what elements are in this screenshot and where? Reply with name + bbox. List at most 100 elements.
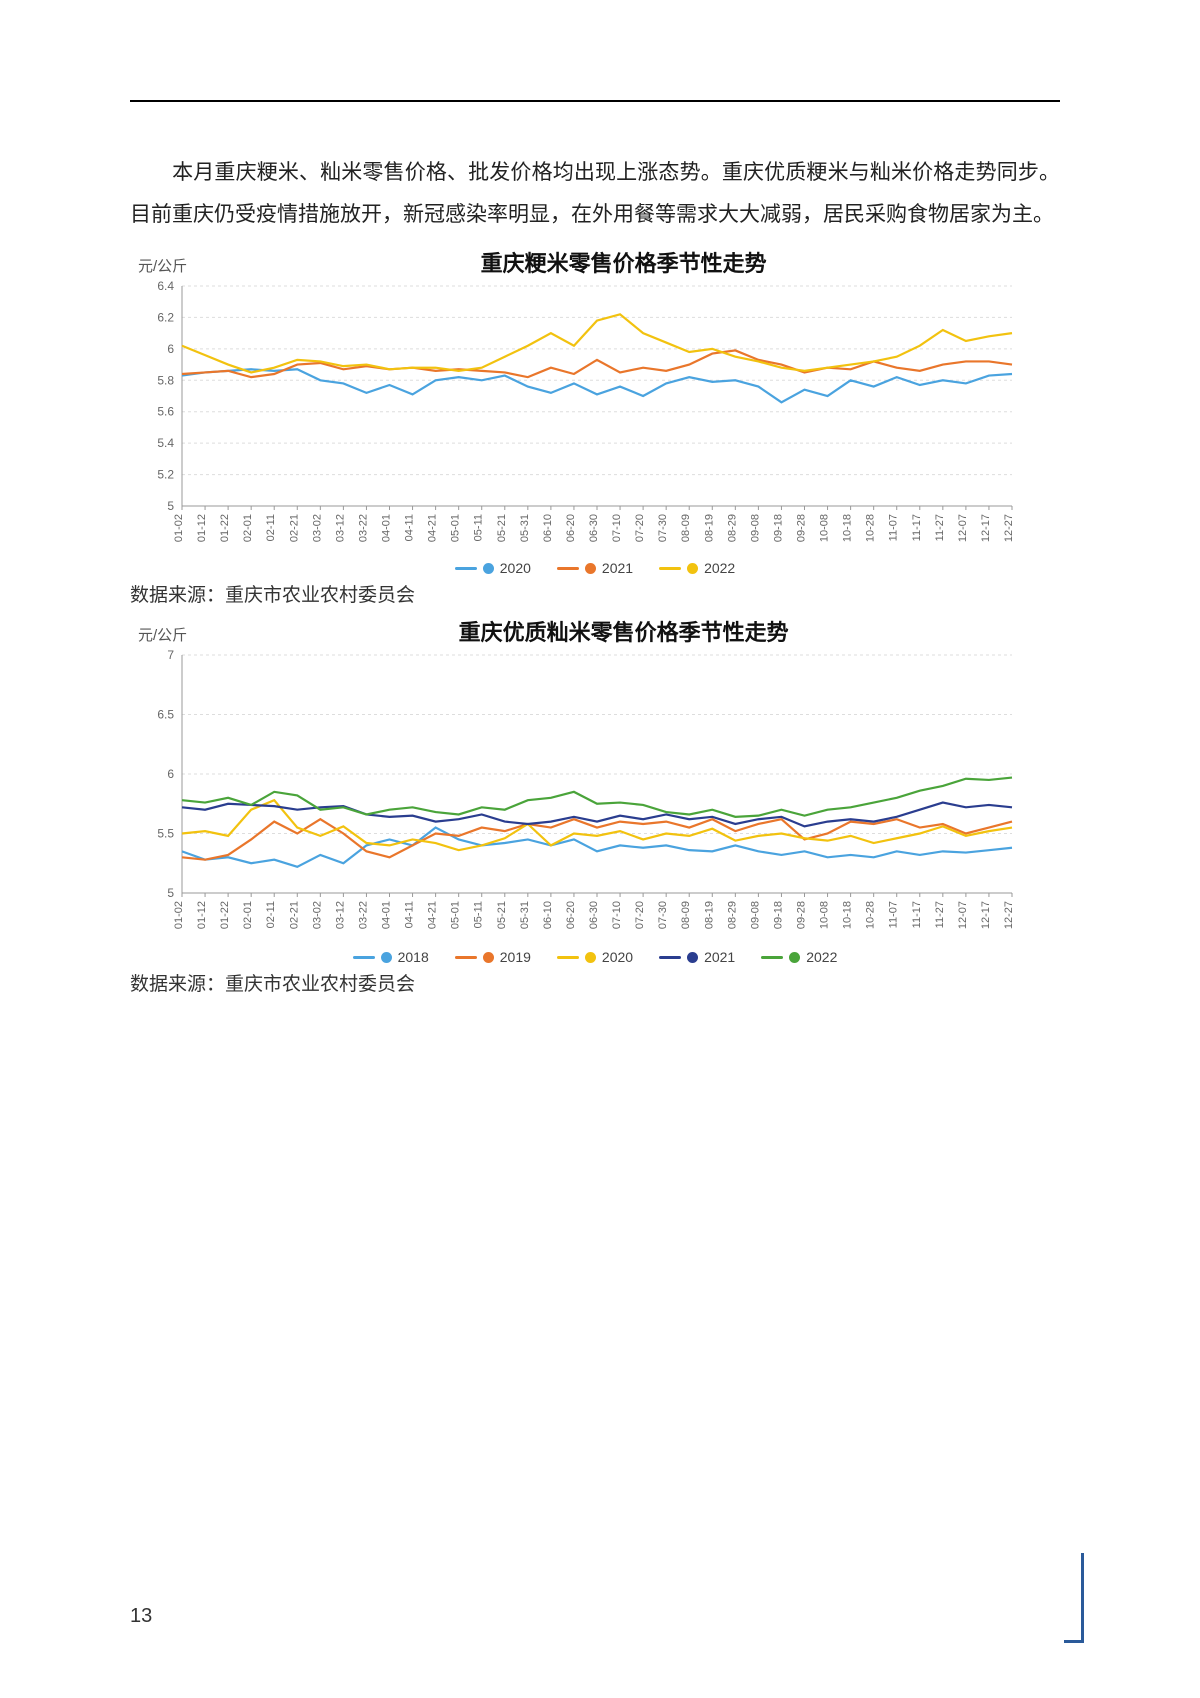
svg-text:04-01: 04-01: [381, 901, 393, 929]
legend-item: 2021: [557, 560, 633, 576]
legend-item: 2022: [659, 560, 735, 576]
svg-text:09-28: 09-28: [796, 514, 808, 542]
svg-text:04-11: 04-11: [404, 514, 416, 541]
svg-text:12-27: 12-27: [1003, 514, 1015, 542]
svg-text:10-08: 10-08: [819, 901, 831, 929]
chart-2: 元/公斤 重庆优质籼米零售价格季节性走势 55.566.5701-0201-12…: [130, 615, 1060, 965]
chart2-legend: 2018 2019 2020 2021 2022: [130, 949, 1060, 965]
svg-text:12-07: 12-07: [957, 514, 969, 542]
svg-text:08-19: 08-19: [703, 901, 715, 929]
svg-text:02-11: 02-11: [265, 514, 277, 541]
body-text: 本月重庆粳米、籼米零售价格、批发价格均出现上涨态势。重庆优质粳米与籼米价格走势同…: [130, 161, 1060, 226]
legend-item: 2022: [761, 949, 837, 965]
svg-text:01-02: 01-02: [173, 514, 185, 542]
svg-text:11-17: 11-17: [911, 901, 923, 928]
svg-text:6.5: 6.5: [157, 708, 174, 722]
svg-text:11-27: 11-27: [934, 514, 946, 541]
svg-text:07-20: 07-20: [634, 514, 646, 542]
chart-1: 元/公斤 重庆粳米零售价格季节性走势 55.25.45.65.866.26.40…: [130, 246, 1060, 576]
svg-text:02-11: 02-11: [265, 901, 277, 928]
svg-text:03-02: 03-02: [311, 901, 323, 929]
svg-text:02-21: 02-21: [288, 901, 300, 929]
svg-text:10-18: 10-18: [842, 901, 854, 929]
svg-text:11-07: 11-07: [888, 514, 900, 541]
svg-text:03-12: 03-12: [334, 901, 346, 929]
svg-text:11-07: 11-07: [888, 901, 900, 928]
chart1-y-unit: 元/公斤: [138, 255, 187, 276]
chart2-svg: 55.566.5701-0201-1201-2202-0102-1102-210…: [130, 647, 1030, 947]
svg-text:04-21: 04-21: [427, 514, 439, 542]
legend-item: 2020: [455, 560, 531, 576]
top-rule: [130, 100, 1060, 102]
svg-text:08-09: 08-09: [680, 901, 692, 929]
svg-text:05-11: 05-11: [473, 514, 485, 541]
svg-text:04-11: 04-11: [404, 901, 416, 928]
svg-text:08-19: 08-19: [703, 514, 715, 542]
svg-text:06-30: 06-30: [588, 901, 600, 929]
svg-text:02-01: 02-01: [242, 514, 254, 542]
svg-text:5: 5: [167, 886, 174, 900]
svg-text:07-30: 07-30: [657, 901, 669, 929]
legend-item: 2018: [353, 949, 429, 965]
svg-text:01-22: 01-22: [219, 901, 231, 929]
svg-text:05-21: 05-21: [496, 514, 508, 542]
svg-text:08-29: 08-29: [726, 514, 738, 542]
svg-text:5.4: 5.4: [157, 436, 174, 450]
svg-text:11-17: 11-17: [911, 514, 923, 541]
chart2-y-unit: 元/公斤: [138, 624, 187, 645]
svg-text:06-20: 06-20: [565, 901, 577, 929]
svg-text:03-12: 03-12: [334, 514, 346, 542]
svg-text:08-29: 08-29: [726, 901, 738, 929]
svg-text:5.6: 5.6: [157, 405, 174, 419]
svg-text:03-22: 03-22: [357, 901, 369, 929]
svg-text:02-01: 02-01: [242, 901, 254, 929]
svg-text:05-11: 05-11: [473, 901, 485, 928]
svg-text:05-01: 05-01: [450, 514, 462, 542]
legend-item: 2019: [455, 949, 531, 965]
svg-text:05-01: 05-01: [450, 901, 462, 929]
svg-text:01-12: 01-12: [196, 901, 208, 929]
svg-text:05-31: 05-31: [519, 514, 531, 542]
body-paragraph: 本月重庆粳米、籼米零售价格、批发价格均出现上涨态势。重庆优质粳米与籼米价格走势同…: [130, 152, 1060, 236]
chart1-source: 数据来源：重庆市农业农村委员会: [130, 580, 1060, 607]
svg-text:5.2: 5.2: [157, 468, 174, 482]
svg-text:10-28: 10-28: [865, 514, 877, 542]
svg-text:02-21: 02-21: [288, 514, 300, 542]
svg-text:06-20: 06-20: [565, 514, 577, 542]
svg-text:01-12: 01-12: [196, 514, 208, 542]
legend-item: 2021: [659, 949, 735, 965]
svg-text:09-28: 09-28: [796, 901, 808, 929]
svg-text:12-07: 12-07: [957, 901, 969, 929]
svg-text:06-10: 06-10: [542, 901, 554, 929]
svg-text:6: 6: [167, 767, 174, 781]
svg-text:7: 7: [167, 648, 174, 662]
svg-text:07-10: 07-10: [611, 901, 623, 929]
svg-text:03-22: 03-22: [357, 514, 369, 542]
chart1-legend: 2020 2021 2022: [130, 560, 1060, 576]
svg-text:01-22: 01-22: [219, 514, 231, 542]
svg-text:6: 6: [167, 342, 174, 356]
svg-text:03-02: 03-02: [311, 514, 323, 542]
svg-text:07-30: 07-30: [657, 514, 669, 542]
svg-text:6.2: 6.2: [157, 310, 174, 324]
svg-text:09-08: 09-08: [749, 514, 761, 542]
svg-text:09-08: 09-08: [749, 901, 761, 929]
chart2-title: 重庆优质籼米零售价格季节性走势: [187, 615, 1060, 647]
svg-text:12-17: 12-17: [980, 514, 992, 542]
svg-text:5.5: 5.5: [157, 827, 174, 841]
svg-text:09-18: 09-18: [772, 901, 784, 929]
svg-text:08-09: 08-09: [680, 514, 692, 542]
chart1-title: 重庆粳米零售价格季节性走势: [187, 246, 1060, 278]
chart1-svg: 55.25.45.65.866.26.401-0201-1201-2202-01…: [130, 278, 1030, 558]
svg-text:5: 5: [167, 499, 174, 513]
svg-text:07-20: 07-20: [634, 901, 646, 929]
svg-text:04-21: 04-21: [427, 901, 439, 929]
svg-text:12-27: 12-27: [1003, 901, 1015, 929]
chart2-source: 数据来源：重庆市农业农村委员会: [130, 969, 1060, 996]
svg-text:09-18: 09-18: [772, 514, 784, 542]
svg-text:06-30: 06-30: [588, 514, 600, 542]
legend-item: 2020: [557, 949, 633, 965]
svg-text:11-27: 11-27: [934, 901, 946, 928]
svg-text:05-21: 05-21: [496, 901, 508, 929]
page-number: 13: [130, 1605, 152, 1628]
